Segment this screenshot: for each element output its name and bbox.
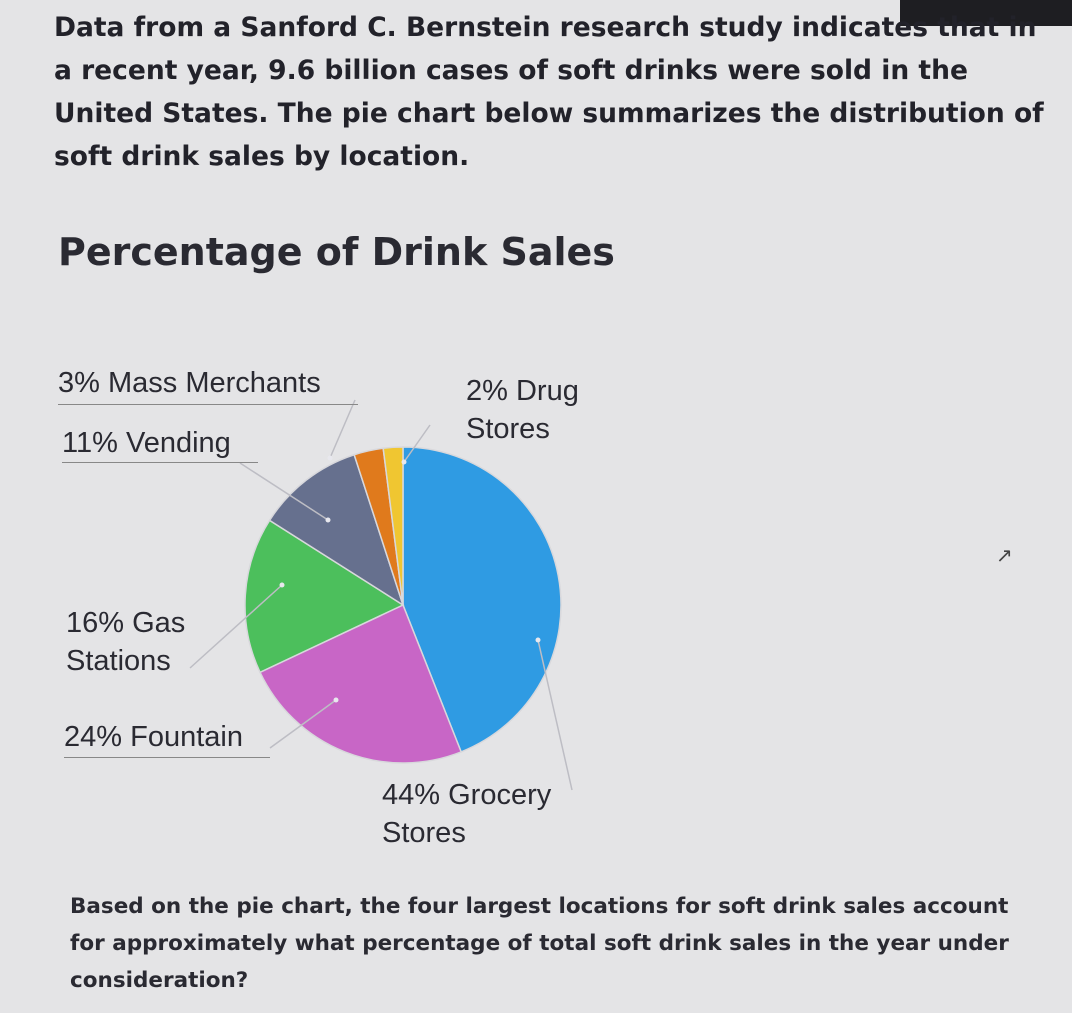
intro-paragraph: Data from a Sanford C. Bernstein researc… [54,12,1044,172]
leader-dot [279,582,285,588]
leader-dot [401,459,407,465]
leader-dot [535,637,541,643]
leader-line [189,584,283,669]
pie-slice-grocery [402,446,562,753]
label-mass-merchants: 3% Mass Merchants [58,367,321,399]
underline-fountain [64,757,270,758]
label-fountain: 24% Fountain [64,721,243,753]
label-gas-stations: 16% Gas Stations [66,607,186,677]
mouse-cursor-icon: ↗ [996,543,1013,567]
label-drug-stores: 2% Drug Stores [466,375,579,445]
leader-dot [325,517,331,523]
pie-slice-drug-stores [382,446,404,606]
question-paragraph: Based on the pie chart, the four largest… [70,894,1009,993]
leader-line [403,424,431,463]
leader-dot [327,455,333,461]
leader-dot [333,697,339,703]
pie-slice-vending [268,453,405,607]
leader-line [329,399,356,459]
dark-screen-edge [900,0,1072,26]
label-grocery-stores: 44% Grocery Stores [382,779,552,849]
label-vending: 11% Vending [62,427,231,459]
leader-line [239,462,329,521]
leader-line [269,699,337,749]
chart-title: Percentage of Drink Sales [58,230,615,274]
pie-slice-fountain [259,603,463,764]
underline-vending [62,462,258,463]
leader-line [537,639,573,791]
pie-slice-gas-stations [244,519,405,674]
underline-mass-merchants [58,404,358,405]
